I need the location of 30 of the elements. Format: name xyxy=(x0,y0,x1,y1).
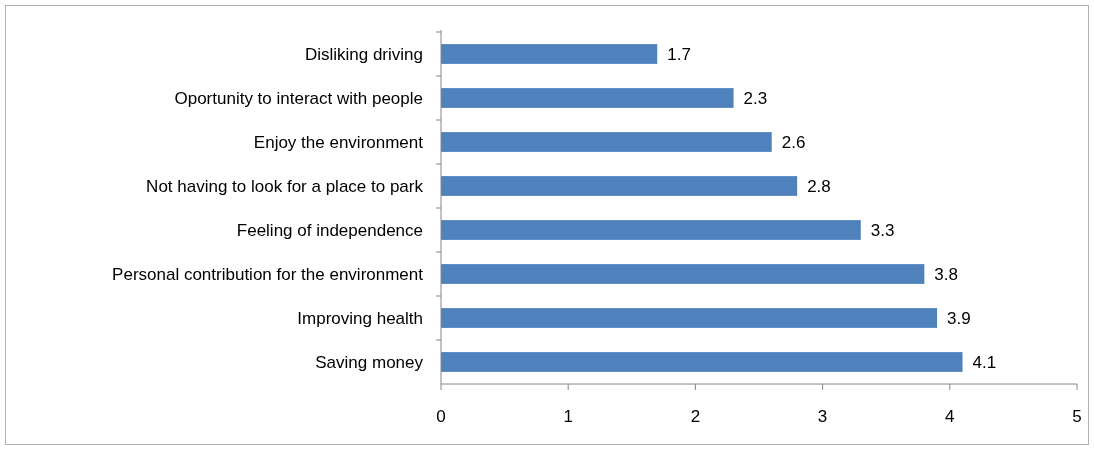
data-label: 4.1 xyxy=(972,352,997,372)
data-label: 2.3 xyxy=(743,88,768,108)
bar xyxy=(441,264,925,284)
x-tick-label: 0 xyxy=(436,407,446,426)
y-tick-label: Not having to look for a place to park xyxy=(146,176,424,196)
bar xyxy=(441,352,963,372)
bar xyxy=(441,176,798,196)
y-tick-label: Enjoy the environment xyxy=(253,132,424,152)
y-tick-label: Improving health xyxy=(297,308,423,328)
x-tick-label: 3 xyxy=(817,407,828,426)
x-tick-label: 5 xyxy=(1072,407,1082,426)
y-tick-label: Disliking driving xyxy=(304,44,423,64)
data-label: 2.6 xyxy=(781,132,806,152)
bar xyxy=(441,132,772,152)
x-tick-label: 4 xyxy=(945,407,955,426)
y-tick-label: Saving money xyxy=(315,352,424,372)
data-label: 1.7 xyxy=(667,44,691,64)
bar xyxy=(441,88,734,108)
y-tick-label: Personal contribution for the environment xyxy=(112,264,424,284)
bar xyxy=(441,220,861,240)
data-label: 3.8 xyxy=(934,264,958,284)
bar xyxy=(441,308,938,328)
x-tick-label: 2 xyxy=(690,407,701,426)
data-label: 2.8 xyxy=(807,176,831,196)
y-tick-label: Feeling of independence xyxy=(236,220,423,240)
bar xyxy=(441,44,658,64)
x-tick-label: 1 xyxy=(563,407,573,426)
data-label: 3.3 xyxy=(870,220,895,240)
data-label: 3.9 xyxy=(947,308,971,328)
y-tick-label: Oportunity to interact with people xyxy=(174,88,423,108)
